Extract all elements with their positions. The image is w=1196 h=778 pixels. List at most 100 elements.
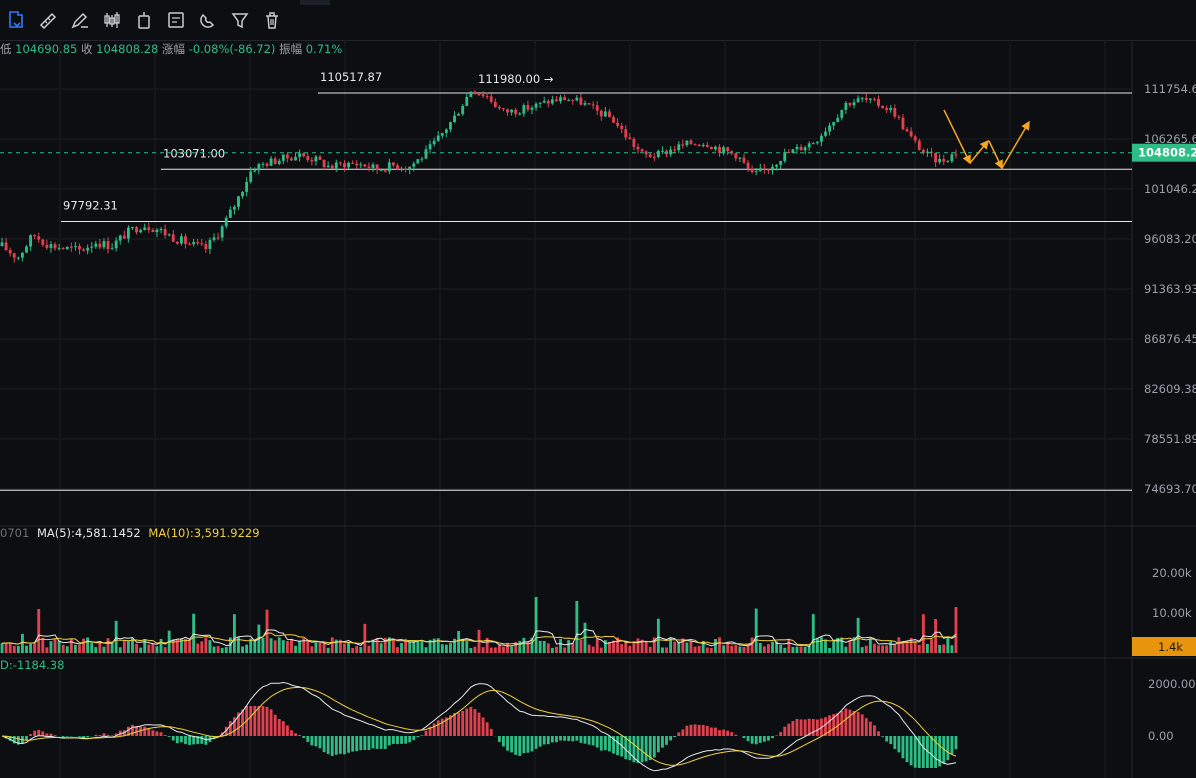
annotate-icon[interactable]	[165, 9, 187, 31]
volume-bar	[131, 638, 134, 653]
volume-bar	[277, 637, 281, 653]
candle-body	[253, 170, 257, 172]
macd-bar	[131, 724, 134, 736]
macd-bar	[803, 719, 807, 736]
macd-bar	[143, 726, 147, 736]
candle-body	[338, 162, 342, 164]
macd-bar	[762, 736, 766, 742]
volume-bar	[705, 647, 709, 653]
candle-body	[946, 161, 950, 163]
volume-bar	[550, 647, 554, 653]
macd-bar	[946, 736, 950, 761]
volume-bar	[367, 645, 371, 653]
volume-bar	[290, 638, 293, 653]
shape-icon[interactable]	[133, 9, 155, 31]
volume-bar	[4, 642, 8, 653]
volume-bar	[404, 638, 408, 653]
candle-body	[608, 111, 611, 118]
macd-bar	[489, 728, 493, 736]
candle-body	[277, 160, 281, 164]
cursor-icon[interactable]	[5, 9, 27, 31]
volume-bar	[636, 638, 640, 653]
macd-bar	[416, 736, 420, 738]
volume-bar	[457, 630, 461, 653]
candle-body	[245, 181, 249, 192]
candlestick-icon[interactable]	[101, 9, 123, 31]
candle-body	[281, 154, 285, 161]
candle-body	[905, 129, 909, 132]
grid-lines	[0, 40, 1132, 778]
candle-body	[78, 246, 81, 250]
candle-body	[355, 163, 359, 166]
projection-arrow	[1001, 120, 1030, 169]
volume-bar	[608, 641, 611, 653]
macd-bar	[852, 710, 856, 736]
candle-body	[131, 227, 134, 229]
macd-bar	[640, 736, 644, 763]
macd-bar	[351, 736, 355, 752]
candle-body	[216, 237, 220, 239]
macd-bar	[742, 736, 746, 739]
ruler-icon[interactable]	[37, 9, 59, 31]
volume-bar	[29, 643, 33, 653]
volume-bar	[481, 647, 485, 653]
pen-icon[interactable]	[69, 9, 91, 31]
volume-bar	[877, 645, 880, 653]
macd-bar	[701, 724, 705, 736]
volume-bar	[616, 637, 620, 653]
macd-bar	[885, 736, 889, 742]
macd-bar	[881, 736, 885, 737]
magnet-icon[interactable]	[197, 9, 219, 31]
volume-bar	[795, 646, 799, 653]
volume-bar	[538, 640, 542, 653]
candle-body	[803, 147, 807, 151]
macd-bar	[249, 706, 253, 736]
volume-bar	[754, 608, 758, 653]
volume-bar	[20, 633, 24, 653]
candle-body	[648, 154, 652, 157]
candle-body	[893, 107, 897, 117]
macd-bar	[697, 724, 701, 736]
volume-bar	[196, 643, 200, 653]
macd-bar	[461, 710, 465, 736]
candle-body	[807, 143, 811, 148]
macd-bar	[277, 718, 281, 736]
candle-body	[587, 103, 591, 105]
volume-bar	[188, 640, 191, 653]
macd-bar	[387, 736, 391, 746]
candle-body	[783, 152, 787, 162]
macd-bar	[930, 736, 933, 768]
macd-bar	[514, 736, 518, 755]
macd-bar	[856, 712, 860, 736]
candle-body	[877, 99, 880, 106]
candle-body	[387, 162, 391, 172]
macd-bar	[811, 719, 815, 736]
candle-body	[453, 115, 456, 123]
macd-bar	[726, 730, 730, 736]
candle-body	[188, 243, 191, 245]
candle-body	[379, 169, 383, 171]
macd-bar	[436, 720, 440, 736]
candle-body	[29, 235, 33, 247]
volume-bar	[775, 641, 779, 653]
candle-body	[249, 171, 253, 182]
trash-icon[interactable]	[261, 9, 283, 31]
volume-bar	[493, 647, 497, 653]
macd-bar	[673, 736, 677, 738]
volume-bar	[669, 637, 673, 653]
volume-bar	[714, 638, 717, 653]
macd-bar	[665, 736, 668, 745]
candle-body	[938, 158, 942, 163]
macd-bar	[567, 736, 571, 741]
macd-bar	[465, 708, 469, 736]
volume-bar	[677, 641, 681, 653]
candle-body	[151, 229, 155, 233]
volume-bar	[518, 640, 522, 653]
volume-bar	[8, 642, 12, 653]
macd-bar	[432, 723, 436, 736]
candle-body	[502, 108, 505, 110]
filter-icon[interactable]	[229, 9, 251, 31]
candle-body	[135, 227, 138, 233]
volume-bar	[563, 647, 567, 653]
